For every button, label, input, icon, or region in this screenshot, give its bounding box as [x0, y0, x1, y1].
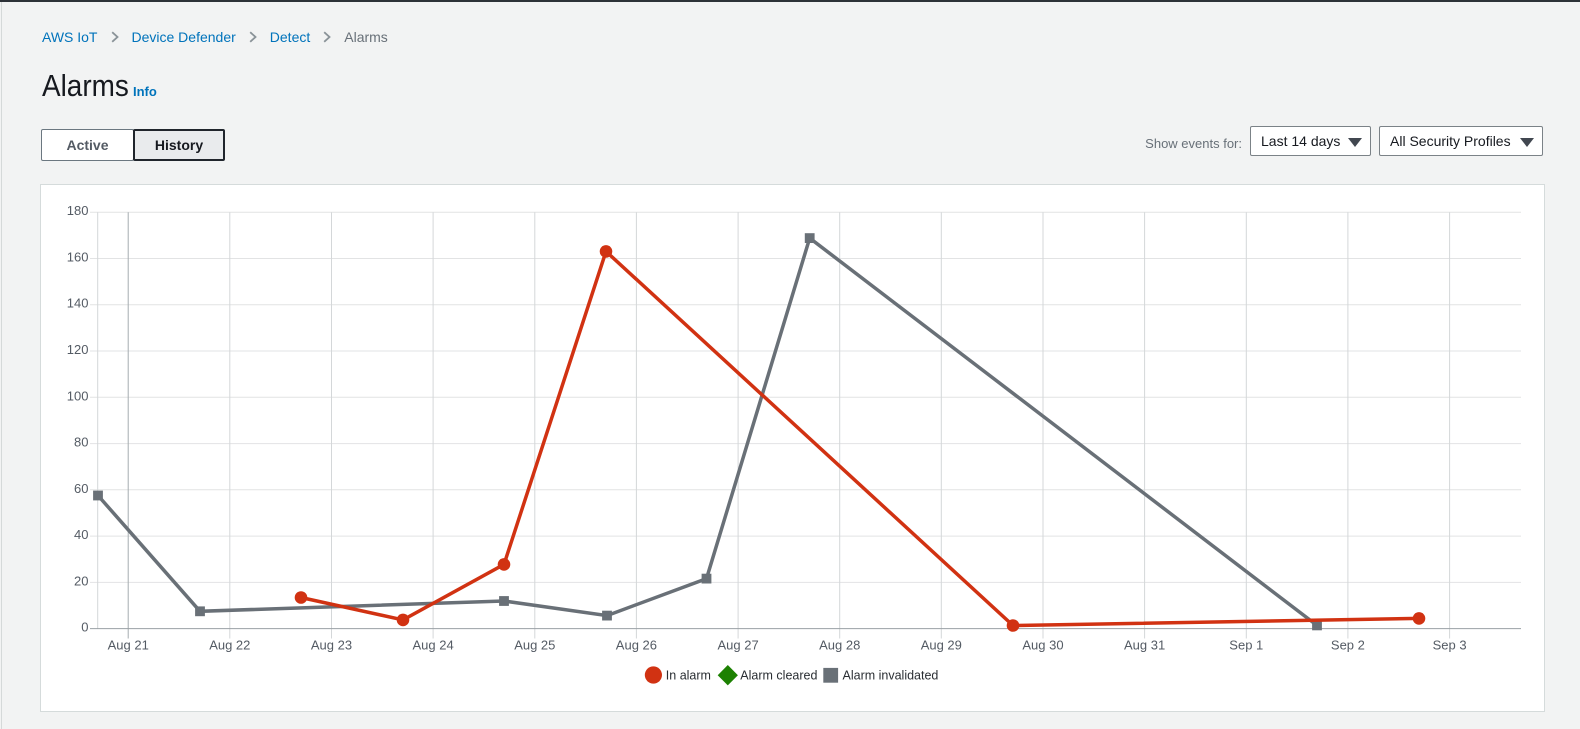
- svg-text:Aug 21: Aug 21: [108, 638, 149, 653]
- svg-text:Sep 3: Sep 3: [1433, 638, 1467, 653]
- svg-text:60: 60: [74, 481, 88, 496]
- svg-text:Aug 27: Aug 27: [717, 638, 758, 653]
- svg-text:Aug 30: Aug 30: [1022, 638, 1063, 653]
- svg-text:Aug 22: Aug 22: [209, 638, 250, 653]
- svg-text:Alarm invalidated: Alarm invalidated: [843, 669, 939, 683]
- svg-text:Sep 1: Sep 1: [1229, 638, 1263, 653]
- svg-text:120: 120: [67, 342, 89, 357]
- svg-text:160: 160: [67, 250, 89, 265]
- svg-text:Aug 24: Aug 24: [412, 638, 453, 653]
- svg-text:Aug 29: Aug 29: [921, 638, 962, 653]
- svg-text:Aug 28: Aug 28: [819, 638, 860, 653]
- svg-text:0: 0: [81, 620, 88, 635]
- svg-text:In alarm: In alarm: [666, 669, 711, 683]
- svg-text:180: 180: [67, 203, 89, 218]
- svg-text:Aug 31: Aug 31: [1124, 638, 1165, 653]
- svg-text:Aug 25: Aug 25: [514, 638, 555, 653]
- svg-text:Alarm cleared: Alarm cleared: [740, 669, 817, 683]
- svg-text:40: 40: [74, 527, 88, 542]
- svg-text:140: 140: [67, 296, 89, 311]
- svg-text:Aug 23: Aug 23: [311, 638, 352, 653]
- svg-text:100: 100: [67, 388, 89, 403]
- svg-text:80: 80: [74, 435, 88, 450]
- svg-text:Sep 2: Sep 2: [1331, 638, 1365, 653]
- svg-text:20: 20: [74, 573, 88, 588]
- svg-text:Aug 26: Aug 26: [616, 638, 657, 653]
